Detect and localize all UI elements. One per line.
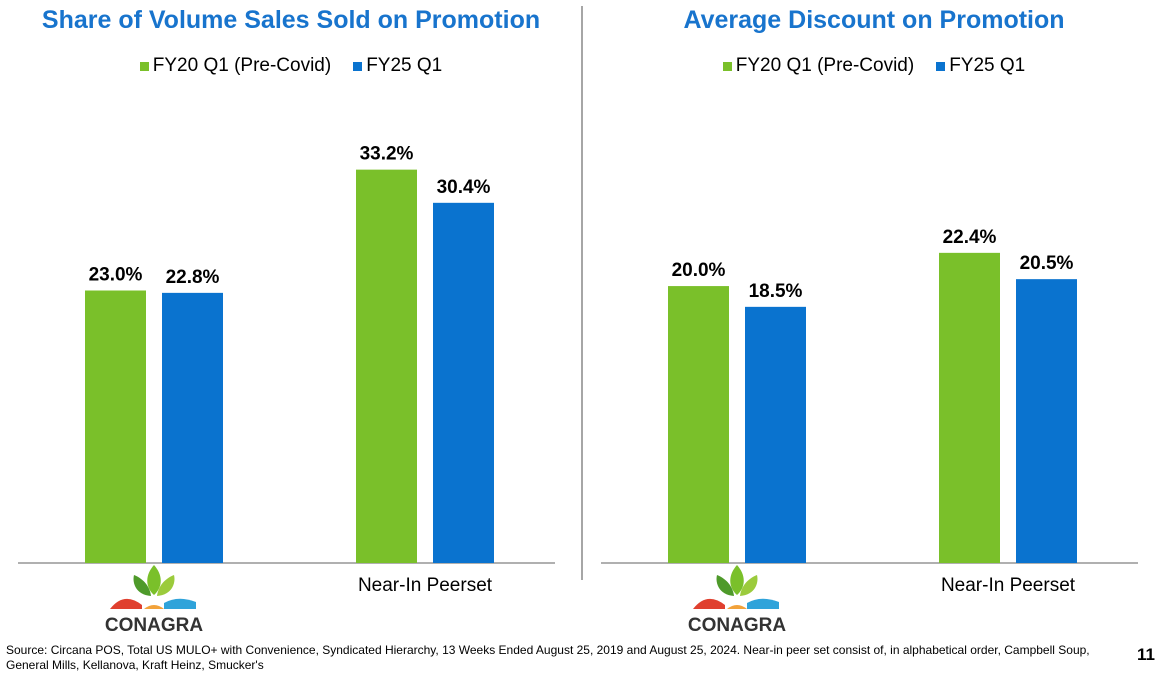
source-footnote: Source: Circana POS, Total US MULO+ with… <box>6 643 1090 672</box>
logo-wordmark: CONAGRA <box>688 615 786 636</box>
logo-leaf-right <box>157 575 175 596</box>
legend-item-fy25: FY25 Q1 <box>936 55 1025 77</box>
logo-orange-sun <box>144 605 164 609</box>
logo-wordmark: CONAGRA <box>105 615 203 636</box>
data-label: 22.8% <box>166 267 220 288</box>
bar-fy25-peerset <box>433 202 494 563</box>
bar-fy25-conagra <box>745 306 806 563</box>
legend-label-fy20: FY20 Q1 (Pre-Covid) <box>152 55 332 76</box>
legend-label-fy25: FY25 Q1 <box>366 55 443 76</box>
bar-fy20-conagra <box>668 286 729 563</box>
logo-leaf-left <box>716 575 734 596</box>
bar-fy25-conagra <box>162 292 223 563</box>
bar-fy20-peerset <box>939 252 1000 563</box>
bar-chart-average-discount: 20.0% 18.5% CONAGRA• BRANDS • 22.4% 20.5% Nea… <box>601 227 1138 636</box>
legend-label-fy25: FY25 Q1 <box>949 55 1026 76</box>
panel-divider <box>581 6 583 580</box>
chart-legend: FY20 Q1 (Pre-Covid) FY25 Q1 <box>583 55 1165 77</box>
legend-swatch-fy20 <box>722 61 732 71</box>
category-label: Near-In Peerset <box>358 575 493 596</box>
legend-label-fy20: FY20 Q1 (Pre-Covid) <box>735 55 915 76</box>
bar-chart-volume-sales: 23.0% 22.8% CONAGRA• BRANDS • 33.2% 30.4% Nea… <box>18 144 555 636</box>
category-label: Near-In Peerset <box>941 575 1076 596</box>
logo-orange-sun <box>727 605 747 609</box>
data-label: 22.4% <box>943 227 997 248</box>
logo-leaf-left <box>133 575 151 596</box>
data-label: 20.5% <box>1020 253 1074 274</box>
conagra-logo: CONAGRA• BRANDS • <box>688 565 786 636</box>
logo-leaf-center <box>730 565 744 595</box>
logo-leaf-right <box>740 575 758 596</box>
logo-blue-wave <box>747 598 779 609</box>
logo-red-hill <box>110 598 142 609</box>
logo-blue-wave <box>164 598 196 609</box>
data-label: 20.0% <box>672 260 726 281</box>
bar-fy20-conagra <box>85 290 146 563</box>
chart-panel-volume-sales: Share of Volume Sales Sold on Promotion … <box>0 0 582 640</box>
conagra-logo: CONAGRA• BRANDS • <box>105 565 203 636</box>
legend-swatch-fy25 <box>936 61 946 71</box>
chart-legend: FY20 Q1 (Pre-Covid) FY25 Q1 <box>0 55 582 77</box>
bar-fy20-peerset <box>356 169 417 563</box>
data-label: 33.2% <box>360 144 414 165</box>
chart-panel-average-discount: Average Discount on Promotion FY20 Q1 (P… <box>583 0 1165 640</box>
data-label: 30.4% <box>437 177 491 198</box>
chart-title: Share of Volume Sales Sold on Promotion <box>41 6 541 34</box>
logo-leaf-center <box>147 565 161 595</box>
legend-swatch-fy25 <box>353 61 363 71</box>
legend-item-fy20: FY20 Q1 (Pre-Covid) <box>139 55 332 77</box>
legend-item-fy25: FY25 Q1 <box>353 55 442 77</box>
bar-fy25-peerset <box>1016 279 1077 563</box>
page-number: 11 <box>1137 645 1155 664</box>
legend-item-fy20: FY20 Q1 (Pre-Covid) <box>722 55 915 77</box>
data-label: 18.5% <box>749 281 803 302</box>
legend-swatch-fy20 <box>139 61 149 71</box>
chart-title: Average Discount on Promotion <box>683 6 1065 34</box>
data-label: 23.0% <box>89 264 143 285</box>
logo-red-hill <box>693 598 725 609</box>
